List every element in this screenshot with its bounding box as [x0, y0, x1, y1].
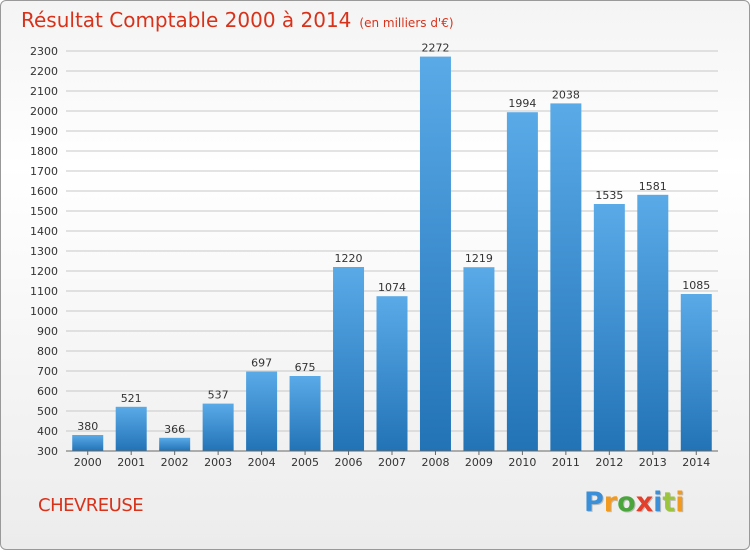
logo-letter: r [603, 487, 618, 518]
logo-letter: t [662, 487, 676, 518]
x-tick-label: 2005 [291, 456, 319, 469]
x-tick-label: 2012 [595, 456, 623, 469]
bar-2009 [463, 267, 495, 451]
bar-2003 [202, 403, 234, 451]
bar-2007 [376, 296, 408, 451]
chart-unit: (en milliers d'€) [359, 16, 454, 30]
bar-2006 [333, 267, 365, 451]
x-tick-label: 2008 [421, 456, 449, 469]
y-tick-label: 1900 [30, 125, 58, 138]
data-label-2012: 1535 [595, 189, 623, 202]
bar-2014 [680, 294, 712, 451]
y-tick-label: 600 [37, 385, 58, 398]
bar-2012 [593, 204, 625, 451]
y-tick-label: 1300 [30, 245, 58, 258]
y-tick-label: 700 [37, 365, 58, 378]
bar-2010 [506, 112, 538, 451]
y-tick-label: 1500 [30, 205, 58, 218]
data-labels: 380 521 366 537 697 675 1220 1074 2272 1219 1994 20… [77, 42, 710, 436]
x-tick-label: 2000 [74, 456, 102, 469]
bar-2008 [419, 56, 451, 451]
y-tick-label: 1800 [30, 145, 58, 158]
y-tick-label: 2200 [30, 65, 58, 78]
x-tick-label: 2013 [639, 456, 667, 469]
bar-2004 [246, 371, 278, 451]
y-tick-label: 400 [37, 425, 58, 438]
data-label-2000: 380 [77, 420, 98, 433]
x-tick-label: 2011 [552, 456, 580, 469]
x-tick-label: 2014 [682, 456, 710, 469]
chart-title-text: Résultat Comptable 2000 à 2014 [21, 8, 352, 32]
y-tick-label: 1200 [30, 265, 58, 278]
proxiti-logo: Proxiti [584, 487, 685, 518]
x-tick-label: 2009 [465, 456, 493, 469]
x-tick-label: 2003 [204, 456, 232, 469]
y-tick-label: 1600 [30, 185, 58, 198]
y-tick-label: 1400 [30, 225, 58, 238]
data-label-2001: 521 [121, 392, 142, 405]
logo-letter: i [653, 487, 663, 518]
logo-letter: i [675, 487, 685, 518]
y-tick-label: 1000 [30, 305, 58, 318]
x-tick-label: 2004 [248, 456, 276, 469]
x-tick-label: 2010 [508, 456, 536, 469]
y-tick-label: 1100 [30, 285, 58, 298]
bar-2013 [637, 194, 669, 452]
data-label-2006: 1220 [335, 252, 363, 265]
data-label-2003: 537 [208, 389, 229, 402]
bar-2011 [550, 103, 582, 452]
x-tick-label: 2006 [335, 456, 363, 469]
data-label-2010: 1994 [508, 97, 536, 110]
x-tick-label: 2007 [378, 456, 406, 469]
y-tick-label: 1700 [30, 165, 58, 178]
data-label-2005: 675 [295, 361, 316, 374]
y-tick-label: 2000 [30, 105, 58, 118]
logo-letter: o [617, 487, 636, 518]
data-label-2004: 697 [251, 357, 272, 370]
data-label-2002: 366 [164, 423, 185, 436]
logo-letter: x [635, 487, 654, 518]
data-label-2009: 1219 [465, 252, 493, 265]
y-tick-label: 900 [37, 325, 58, 338]
bar-2005 [289, 376, 321, 451]
y-axis-ticks: 300 400 500 600 700 800 900 1000 1100 1200 1300 140… [30, 45, 58, 458]
data-label-2011: 2038 [552, 88, 580, 101]
x-tick-label: 2001 [117, 456, 145, 469]
bar-2000 [72, 435, 104, 451]
y-tick-label: 300 [37, 445, 58, 458]
data-label-2007: 1074 [378, 281, 406, 294]
bars [72, 56, 712, 452]
y-tick-label: 2300 [30, 45, 58, 58]
bar-2001 [115, 406, 147, 451]
x-axis-ticks: 2000 2001 2002 2003 2004 2005 2006 2007 2008 2009… [74, 451, 710, 469]
chart-title: Résultat Comptable 2000 à 2014 (en millie… [21, 8, 454, 32]
logo-letter: P [584, 487, 604, 518]
data-label-2014: 1085 [682, 279, 710, 292]
x-tick-label: 2002 [161, 456, 189, 469]
bar-2002 [159, 437, 191, 451]
data-label-2008: 2272 [421, 42, 449, 55]
y-tick-label: 2100 [30, 85, 58, 98]
y-tick-label: 800 [37, 345, 58, 358]
data-label-2013: 1581 [639, 180, 667, 193]
y-tick-label: 500 [37, 405, 58, 418]
commune-name: CHEVREUSE [38, 495, 144, 516]
